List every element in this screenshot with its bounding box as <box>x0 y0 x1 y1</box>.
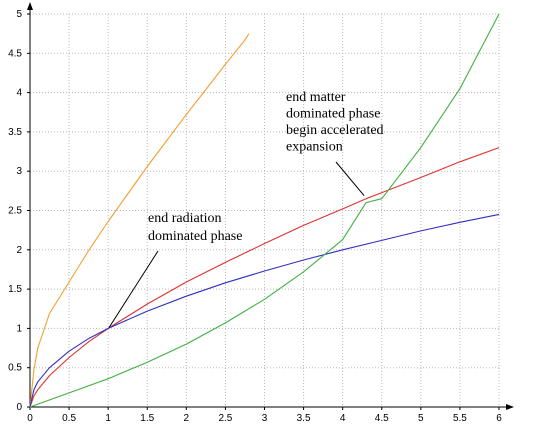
y-tick-label: 0 <box>16 402 22 413</box>
x-tick-label: 2.5 <box>218 413 232 424</box>
x-tick-label: 5 <box>418 413 424 424</box>
y-axis-arrow <box>27 2 33 10</box>
x-tick-label: 6 <box>496 413 502 424</box>
x-tick-label: 4 <box>340 413 346 424</box>
y-tick-label: 0.5 <box>8 363 22 374</box>
series-line-3 <box>29 213 500 408</box>
annotation-matter-pointer <box>335 161 365 197</box>
y-tick-label: 1.5 <box>8 284 22 295</box>
y-tick-label: 3.5 <box>8 127 22 138</box>
annotation-matter-text: end matter <box>286 90 346 105</box>
y-tick-label: 4 <box>16 88 22 99</box>
y-tick-label: 4.5 <box>8 48 22 59</box>
y-tick-label: 1 <box>16 323 22 334</box>
series-line-2 <box>29 147 500 408</box>
y-tick-label: 2 <box>16 245 22 256</box>
x-tick-label: 2 <box>184 413 190 424</box>
x-tick-label: 0 <box>27 413 33 424</box>
series-line-4 <box>29 13 500 408</box>
x-tick-label: 3 <box>262 413 268 424</box>
grid <box>30 13 500 407</box>
annotation-radiation-pointer <box>108 250 159 328</box>
series-line-1 <box>29 33 250 408</box>
x-tick-label: 4.5 <box>375 413 389 424</box>
x-tick-label: 1.5 <box>140 413 154 424</box>
annotation-matter-text: expansion <box>286 140 343 155</box>
y-tick-label: 5 <box>16 9 22 20</box>
x-tick-label: 0.5 <box>62 413 76 424</box>
x-tick-label: 5.5 <box>453 413 467 424</box>
tick-labels: 0 0.5 1 1.5 2 2.5 3 3.5 4 4.5 5 5.5 6 0 0.5 1 1.5 2 2.5 3 3.… <box>8 9 502 424</box>
annotation-matter-text: dominated phase <box>286 107 380 122</box>
y-tick-label: 2.5 <box>8 206 22 217</box>
series-lines <box>29 13 500 408</box>
annotation-radiation-text: dominated phase <box>148 229 242 244</box>
x-tick-label: 1 <box>105 413 111 424</box>
annotations: end radiation dominated phase end matter do… <box>108 90 384 328</box>
annotation-radiation-text: end radiation <box>148 211 221 226</box>
x-axis-arrow <box>506 404 514 410</box>
annotation-matter-text: begin accelerated <box>286 123 384 138</box>
y-tick-label: 3 <box>16 166 22 177</box>
x-tick-label: 3.5 <box>297 413 311 424</box>
axes <box>27 2 514 410</box>
